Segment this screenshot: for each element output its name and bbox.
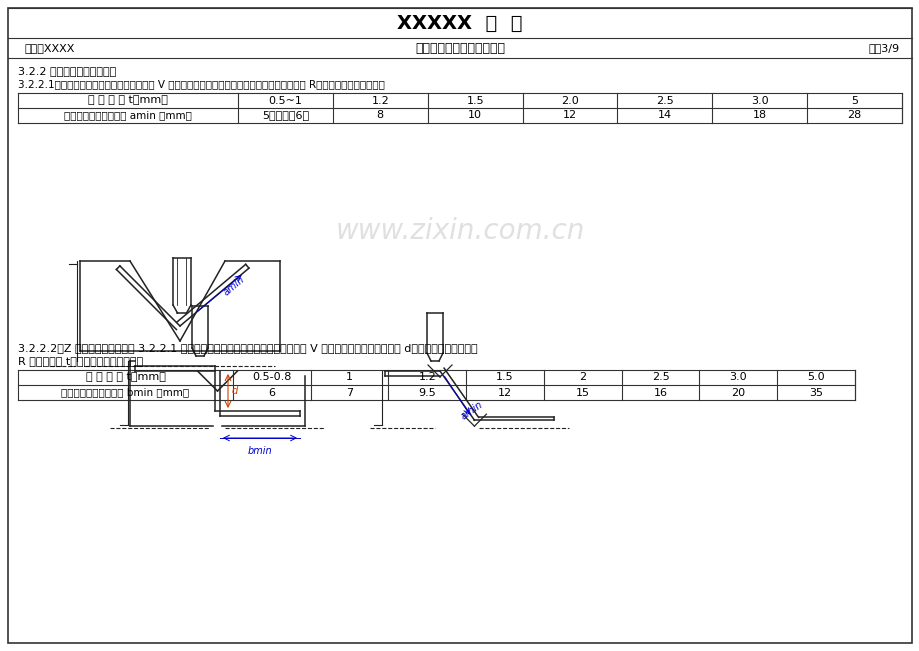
Text: 15: 15 bbox=[575, 387, 589, 398]
Text: www.zixin.com.cn: www.zixin.com.cn bbox=[335, 217, 584, 245]
Text: 0.5-0.8: 0.5-0.8 bbox=[252, 372, 291, 383]
Text: 12: 12 bbox=[497, 387, 512, 398]
Text: 12: 12 bbox=[562, 111, 576, 120]
Text: 第二折边最小极限尺寸 bmin （mm）: 第二折边最小极限尺寸 bmin （mm） bbox=[62, 387, 189, 398]
Text: 页数3/9: 页数3/9 bbox=[868, 43, 899, 53]
Text: 第一折边最小极限尺寸 amin （mm）: 第一折边最小极限尺寸 amin （mm） bbox=[64, 111, 192, 120]
Text: 2.5: 2.5 bbox=[655, 96, 673, 105]
Text: 5（推荐取6）: 5（推荐取6） bbox=[262, 111, 309, 120]
Text: 18: 18 bbox=[752, 111, 766, 120]
Text: 8: 8 bbox=[376, 111, 383, 120]
Text: 材 料 厚 度 t（mm）: 材 料 厚 度 t（mm） bbox=[85, 372, 165, 383]
Text: 3.2.2 厂内折弯极限尺寸表：: 3.2.2 厂内折弯极限尺寸表： bbox=[18, 66, 116, 76]
Text: 14: 14 bbox=[657, 111, 671, 120]
Text: 2: 2 bbox=[579, 372, 585, 383]
Text: XXXXX  公  司: XXXXX 公 司 bbox=[397, 14, 522, 33]
Text: 5.0: 5.0 bbox=[807, 372, 824, 383]
Text: 16: 16 bbox=[652, 387, 667, 398]
Text: 6: 6 bbox=[268, 387, 275, 398]
Text: 材 料 厚 度 t（mm）: 材 料 厚 度 t（mm） bbox=[88, 96, 168, 105]
Text: d: d bbox=[232, 386, 238, 396]
Text: amin: amin bbox=[221, 275, 246, 298]
Text: 编号：XXXX: 编号：XXXX bbox=[25, 43, 75, 53]
Text: 10: 10 bbox=[468, 111, 482, 120]
Text: 2.5: 2.5 bbox=[651, 372, 669, 383]
Text: 20: 20 bbox=[731, 387, 744, 398]
Text: 9.5: 9.5 bbox=[418, 387, 436, 398]
Text: 3.0: 3.0 bbox=[750, 96, 767, 105]
Text: 1: 1 bbox=[346, 372, 353, 383]
Text: 3.2.2.1弯第一边的最小极限尺寸决定于下模 V 槽宽中心至外边的最小尺寸及弯第一边的弯边圆角 R。弯边最小极限尺寸表：: 3.2.2.1弯第一边的最小极限尺寸决定于下模 V 槽宽中心至外边的最小尺寸及弯… bbox=[18, 79, 384, 89]
Text: 0.5~1: 0.5~1 bbox=[268, 96, 302, 105]
Text: 1.2: 1.2 bbox=[371, 96, 389, 105]
Text: 1.2: 1.2 bbox=[418, 372, 436, 383]
Text: 3.0: 3.0 bbox=[729, 372, 746, 383]
Text: bmin: bmin bbox=[247, 446, 272, 456]
Text: 28: 28 bbox=[846, 111, 861, 120]
Text: 折弯加工能力工艺技术规范: 折弯加工能力工艺技术规范 bbox=[414, 42, 505, 55]
Text: 1.5: 1.5 bbox=[466, 96, 483, 105]
Text: 3.2.2.2（Z 形）弯第一边等同于 3.2.2.1 的情况，弯第二边最小极限尺寸决定于下模 V 槽宽中心至外边的最小尺寸 d、弯第一边的弯边圆角: 3.2.2.2（Z 形）弯第一边等同于 3.2.2.1 的情况，弯第二边最小极限… bbox=[18, 343, 477, 353]
Text: 35: 35 bbox=[808, 387, 823, 398]
Text: R 及材料厚度 t。弯边最小极限尺寸表：: R 及材料厚度 t。弯边最小极限尺寸表： bbox=[18, 356, 143, 366]
Text: 7: 7 bbox=[346, 387, 353, 398]
Text: 2.0: 2.0 bbox=[561, 96, 578, 105]
Text: 1.5: 1.5 bbox=[495, 372, 514, 383]
Text: 5: 5 bbox=[850, 96, 857, 105]
FancyBboxPatch shape bbox=[8, 8, 911, 643]
Text: amin: amin bbox=[459, 400, 484, 422]
